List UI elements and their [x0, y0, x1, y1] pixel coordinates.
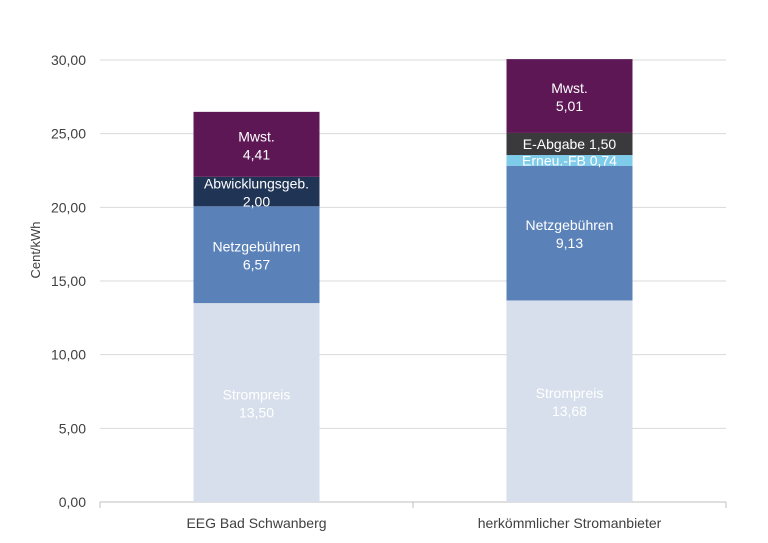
segment-label: E-Abgabe 1,50	[523, 136, 617, 152]
x-category-label: EEG Bad Schwanberg	[186, 515, 326, 531]
bar-segment	[193, 111, 320, 177]
x-category-label: herkömmlicher Stromanbieter	[478, 515, 662, 531]
bar-segment	[506, 59, 633, 133]
y-tick-label: 5,00	[59, 420, 86, 436]
y-axis-ticks: 0,00 5,00 10,00 15,00 20,00 25,00 30,00	[51, 52, 86, 510]
segment-label: Mwst.	[551, 80, 588, 96]
segment-label: Strompreis	[536, 385, 604, 401]
segment-value-label: 13,50	[239, 405, 274, 421]
bar-segment	[506, 300, 633, 502]
y-tick-label: 10,00	[51, 347, 86, 363]
bar-stack: Strompreis 13,50 Netzgebühren 6,57 Abwicklun…	[193, 111, 320, 502]
segment-label: Strompreis	[223, 387, 291, 403]
bars: Strompreis 13,50 Netzgebühren 6,57 Abwicklun…	[193, 59, 633, 502]
bar-stack: Strompreis 13,68 Netzgebühren 9,13 Erneu.-FB…	[506, 59, 633, 502]
bar-segment	[193, 206, 320, 304]
segment-label: Erneu.-FB 0,74	[522, 152, 617, 168]
segment-value-label: 13,68	[552, 403, 587, 419]
y-tick-label: 25,00	[51, 126, 86, 142]
bar-segment	[193, 303, 320, 502]
y-tick-label: 0,00	[59, 494, 86, 510]
segment-label: Abwicklungsgeb.	[204, 176, 309, 192]
segment-value-label: 4,41	[243, 146, 270, 162]
segment-label: Netzgebühren	[213, 239, 301, 255]
bar-segment	[506, 165, 633, 301]
y-tick-label: 15,00	[51, 273, 86, 289]
segment-value-label: 5,01	[556, 98, 583, 114]
segment-label: Netzgebühren	[526, 217, 614, 233]
segment-value-label: 6,57	[243, 257, 270, 273]
y-tick-label: 30,00	[51, 52, 86, 68]
bar-segment	[506, 155, 633, 166]
bar-segment	[193, 176, 320, 207]
segment-value-label: 2,00	[243, 194, 270, 210]
segment-label: Mwst.	[238, 128, 275, 144]
bar-segment	[506, 132, 633, 156]
y-tick-label: 20,00	[51, 199, 86, 215]
y-axis-title: Cent/kWh	[28, 221, 43, 278]
segment-value-label: 9,13	[556, 235, 583, 251]
x-axis: EEG Bad Schwanberg herkömmlicher Stromanb…	[99, 502, 727, 531]
